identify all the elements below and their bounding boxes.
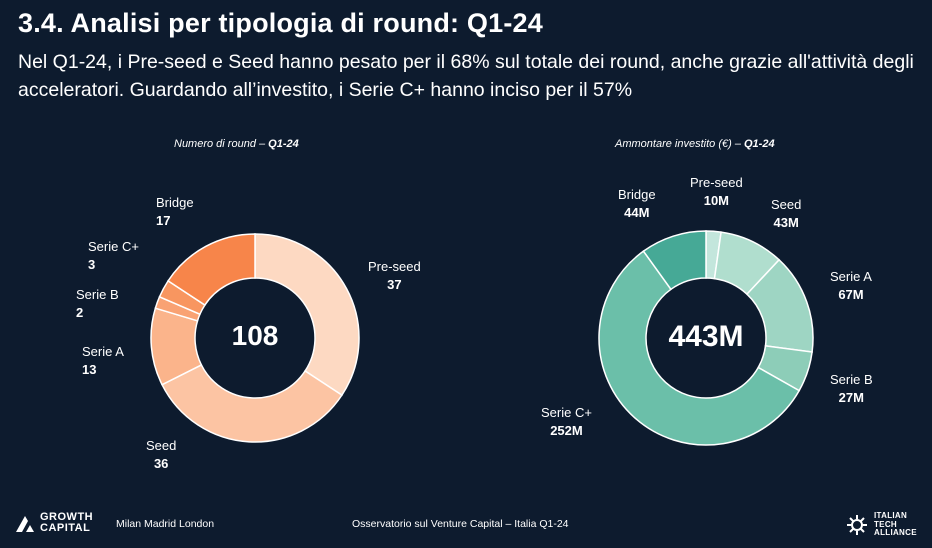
- label-preseed-rounds: Pre-seed 37: [368, 258, 421, 294]
- caption-text: Ammontare investito (€) –: [615, 138, 744, 150]
- label-value: 17: [156, 213, 171, 228]
- label-name: Serie C+: [541, 405, 592, 420]
- label-value: 67M: [838, 287, 864, 302]
- growth-capital-logo-icon: [16, 516, 34, 532]
- italian-tech-alliance-wordmark: ITALIAN TECH ALLIANCE: [874, 511, 917, 538]
- caption-text: Numero di round –: [174, 138, 269, 150]
- label-name: Serie A: [830, 269, 872, 284]
- chart-caption-rounds: Numero di round – Q1-24: [174, 138, 299, 150]
- label-name: Bridge: [618, 187, 656, 202]
- brand-line: CAPITAL: [40, 522, 91, 534]
- growth-capital-logo: GROWTH CAPITAL: [14, 512, 93, 534]
- label-seriea-amount: Serie A 67M: [830, 268, 872, 304]
- label-name: Pre-seed: [368, 259, 421, 274]
- label-name: Serie A: [82, 344, 124, 359]
- label-value: 27M: [838, 390, 864, 405]
- label-bridge-rounds: Bridge 17: [156, 194, 194, 230]
- label-value: 43M: [773, 215, 799, 230]
- label-name: Seed: [771, 197, 802, 212]
- label-value: 36: [153, 456, 169, 471]
- caption-period: Q1-24: [744, 138, 775, 150]
- label-value: 10M: [703, 193, 730, 208]
- label-seriec-rounds: Serie C+ 3: [88, 238, 139, 274]
- label-seed-amount: Seed 43M: [771, 196, 801, 232]
- label-value: 2: [76, 305, 84, 320]
- label-name: Seed: [146, 438, 177, 453]
- label-name: Pre-seed: [690, 175, 743, 190]
- donut-slice-bridge: [167, 233, 256, 307]
- label-serieb-rounds: Serie B 2: [76, 286, 119, 322]
- label-preseed-amount: Pre-seed 10M: [690, 174, 743, 210]
- donut-amount: [598, 230, 814, 446]
- label-value: 3: [88, 257, 96, 272]
- footer-cities: Milan Madrid London: [116, 518, 215, 530]
- label-value: 37: [387, 277, 402, 292]
- caption-period: Q1-24: [268, 138, 299, 150]
- chart-caption-amount: Ammontare investito (€) – Q1-24: [615, 138, 775, 150]
- donut-slice-bridge: [642, 230, 707, 291]
- footer-source: Osservatorio sul Venture Capital – Itali…: [352, 518, 569, 530]
- brand-line: GROWTH: [40, 511, 94, 523]
- italian-tech-alliance-logo-icon: [847, 514, 867, 535]
- label-seed-rounds: Seed 36: [146, 437, 176, 473]
- label-name: Serie C+: [88, 239, 139, 254]
- page-subtitle: Nel Q1-24, i Pre-seed e Seed hanno pesat…: [18, 51, 914, 101]
- total-rounds: 108: [231, 320, 279, 351]
- label-seriea-rounds: Serie A 13: [82, 343, 124, 379]
- page-title: 3.4. Analisi per tipologia di round: Q1-…: [18, 8, 543, 38]
- brand-line: ITALIAN: [874, 511, 908, 520]
- label-seriec-amount: Serie C+ 252M: [541, 404, 592, 440]
- label-name: Serie B: [76, 287, 119, 302]
- donut-slice-pre-seed: [254, 233, 360, 397]
- italian-tech-alliance-logo: ITALIAN TECH ALLIANCE: [846, 511, 917, 538]
- label-serieb-amount: Serie B 27M: [830, 371, 873, 407]
- label-value: 13: [82, 362, 97, 377]
- total-amount: 443M: [668, 320, 744, 353]
- donut-slice-serie-c: [598, 250, 801, 446]
- brand-line: ALLIANCE: [874, 528, 917, 537]
- label-name: Bridge: [156, 195, 194, 210]
- brand-line: TECH: [874, 519, 897, 529]
- donut-slice-seed: [161, 363, 343, 443]
- growth-capital-wordmark: GROWTH CAPITAL: [40, 512, 93, 534]
- label-bridge-amount: Bridge 44M: [618, 186, 656, 222]
- label-name: Serie B: [830, 372, 873, 387]
- donut-rounds: [150, 233, 360, 443]
- label-value: 44M: [624, 205, 650, 220]
- label-value: 252M: [550, 423, 583, 438]
